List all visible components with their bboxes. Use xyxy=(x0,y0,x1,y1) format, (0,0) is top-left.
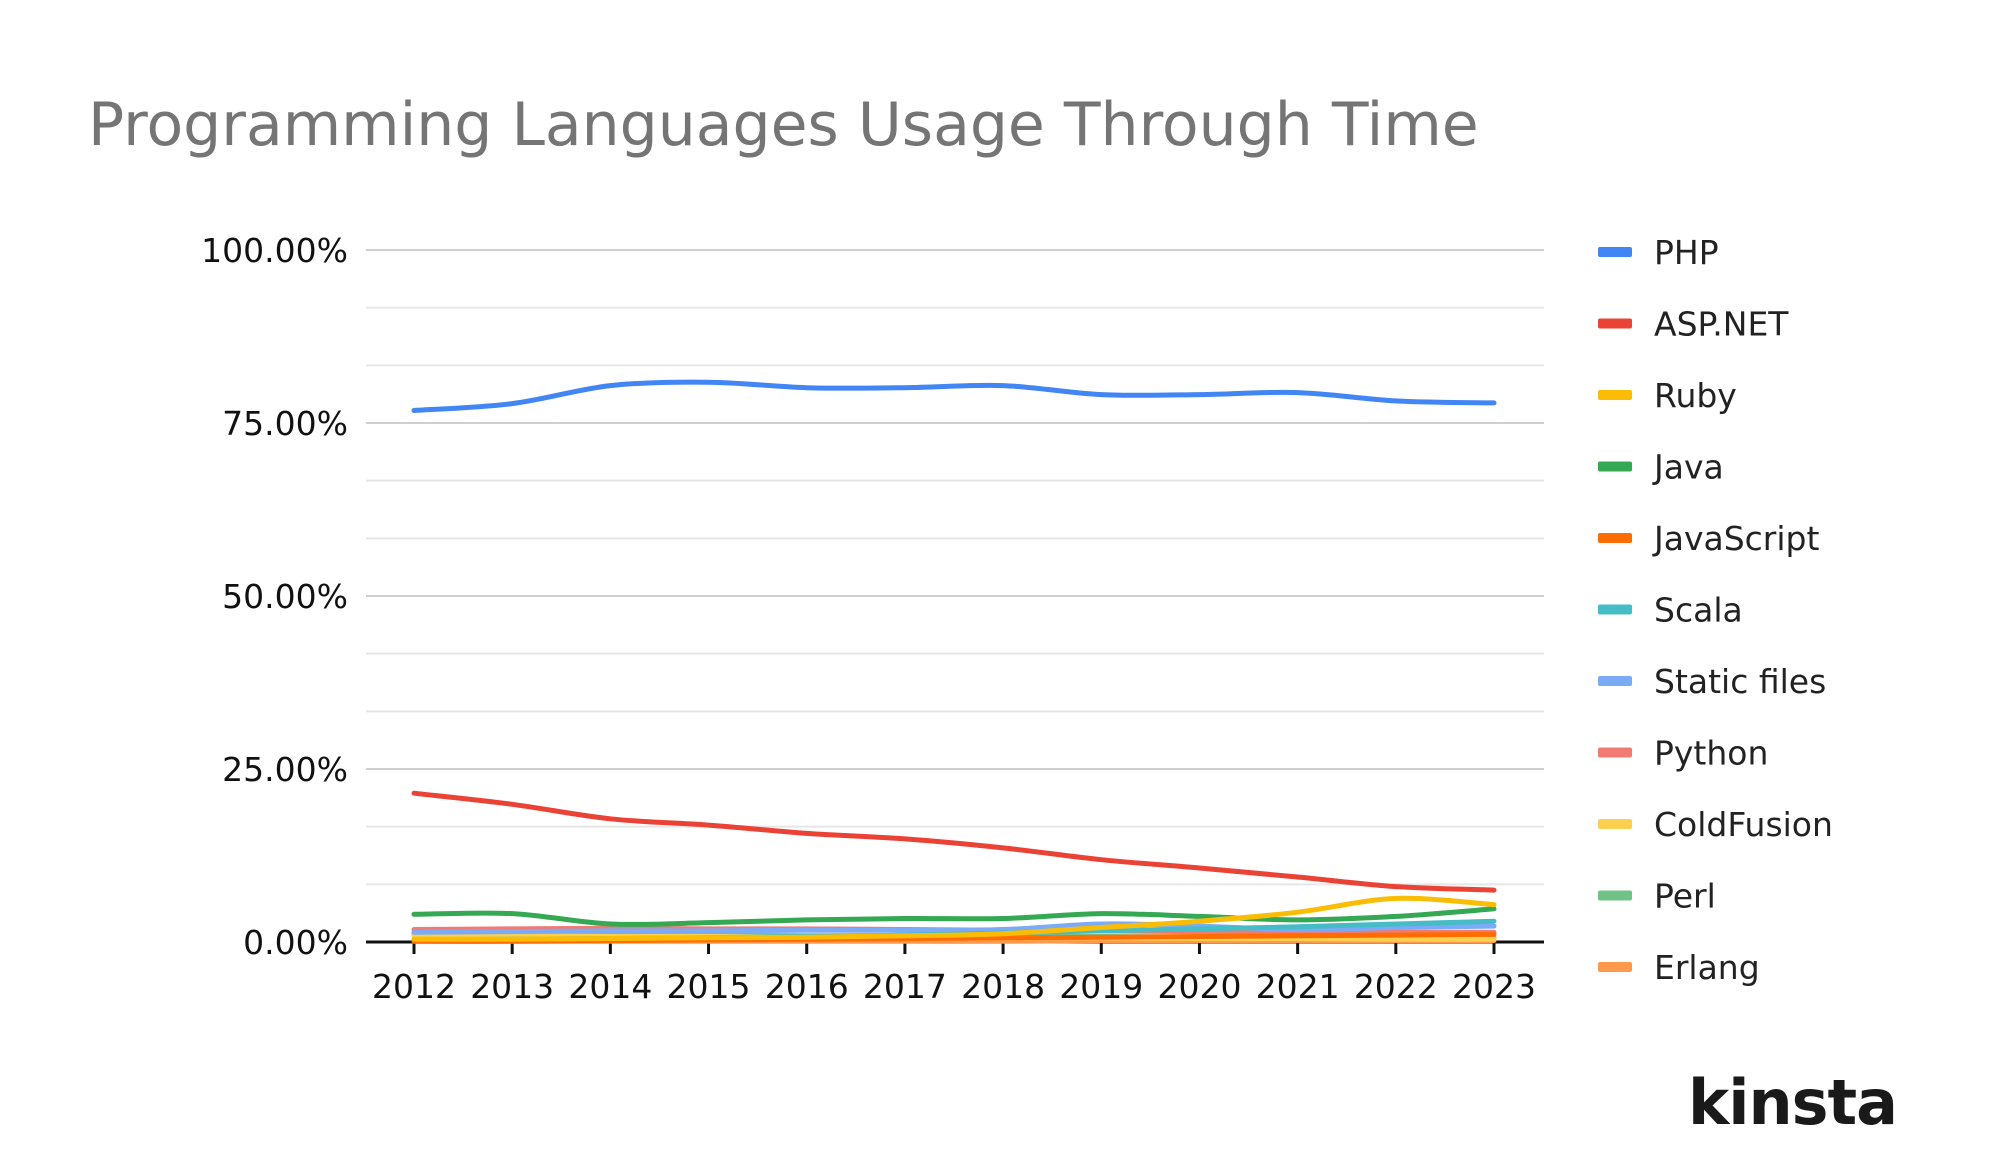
legend-label: Java xyxy=(1652,448,1724,487)
legend-label: Ruby xyxy=(1654,376,1737,415)
legend-label: Static files xyxy=(1654,662,1826,701)
y-tick-label: 25.00% xyxy=(222,750,348,789)
legend: PHP ASP.NET Ruby Java JavaScript Scala Static … xyxy=(1598,233,1833,987)
legend-label: Erlang xyxy=(1654,948,1760,987)
legend-label: ASP.NET xyxy=(1654,305,1789,344)
legend-swatch xyxy=(1598,604,1632,615)
legend-label: Scala xyxy=(1654,591,1743,630)
series-line-static-files xyxy=(411,921,1497,935)
legend-swatch xyxy=(1598,819,1632,829)
legend-item-ruby: Ruby xyxy=(1598,376,1737,415)
series-line-asp-net xyxy=(411,790,1497,893)
legend-item-php: PHP xyxy=(1598,233,1719,272)
kinsta-logo: kinsta xyxy=(1688,1066,1898,1139)
legend-item-perl: Perl xyxy=(1598,877,1716,916)
legend-swatch xyxy=(1598,461,1632,472)
x-axis: 2012 2013 2014 2015 2016 2017 2018 2019 2020 2021… xyxy=(366,936,1544,1006)
gridlines xyxy=(366,249,1544,886)
legend-label: PHP xyxy=(1654,233,1719,272)
legend-swatch xyxy=(1598,247,1632,257)
legend-item-javascript: JavaScript xyxy=(1598,519,1819,558)
x-tick-label: 2023 xyxy=(1452,967,1536,1006)
series-line-php xyxy=(411,379,1497,413)
legend-swatch xyxy=(1598,390,1632,400)
x-tick-label: 2015 xyxy=(667,967,751,1006)
x-tick-label: 2018 xyxy=(961,967,1045,1006)
y-tick-label: 100.00% xyxy=(201,231,348,270)
x-tick-label: 2012 xyxy=(372,967,456,1006)
legend-item-coldfusion: ColdFusion xyxy=(1598,805,1833,844)
y-axis: 0.00% 25.00% 50.00% 75.00% 100.00% xyxy=(201,231,348,962)
y-tick-label: 50.00% xyxy=(222,577,348,616)
legend-swatch xyxy=(1598,747,1632,758)
legend-item-python: Python xyxy=(1598,734,1768,773)
legend-swatch xyxy=(1598,533,1632,543)
x-tick-label: 2016 xyxy=(765,967,849,1006)
legend-swatch xyxy=(1598,962,1632,972)
legend-swatch xyxy=(1598,676,1632,686)
legend-label: Python xyxy=(1654,734,1768,773)
x-tick-label: 2021 xyxy=(1256,967,1340,1006)
x-tick-label: 2020 xyxy=(1157,967,1241,1006)
legend-item-static-files: Static files xyxy=(1598,662,1826,701)
legend-label: ColdFusion xyxy=(1654,805,1833,844)
y-tick-label: 0.00% xyxy=(243,923,348,962)
series-line-java xyxy=(411,906,1497,927)
x-tick-label: 2013 xyxy=(470,967,554,1006)
legend-label: JavaScript xyxy=(1652,519,1819,558)
logo-text: kinsta xyxy=(1688,1066,1898,1139)
legend-label: Perl xyxy=(1654,877,1716,916)
legend-item-scala: Scala xyxy=(1598,591,1743,630)
legend-item-asp-net: ASP.NET xyxy=(1598,305,1789,344)
chart-title: Programming Languages Usage Through Time xyxy=(88,90,1479,160)
y-tick-label: 75.00% xyxy=(222,404,348,443)
legend-item-erlang: Erlang xyxy=(1598,948,1760,987)
legend-swatch xyxy=(1598,318,1632,329)
series-line-ruby xyxy=(411,895,1497,942)
series-lines xyxy=(411,379,1497,944)
x-tick-label: 2017 xyxy=(863,967,947,1006)
x-tick-label: 2014 xyxy=(568,967,652,1006)
x-tick-label: 2022 xyxy=(1354,967,1438,1006)
legend-swatch xyxy=(1598,890,1632,901)
x-tick-label: 2019 xyxy=(1059,967,1143,1006)
legend-item-java: Java xyxy=(1598,448,1724,487)
